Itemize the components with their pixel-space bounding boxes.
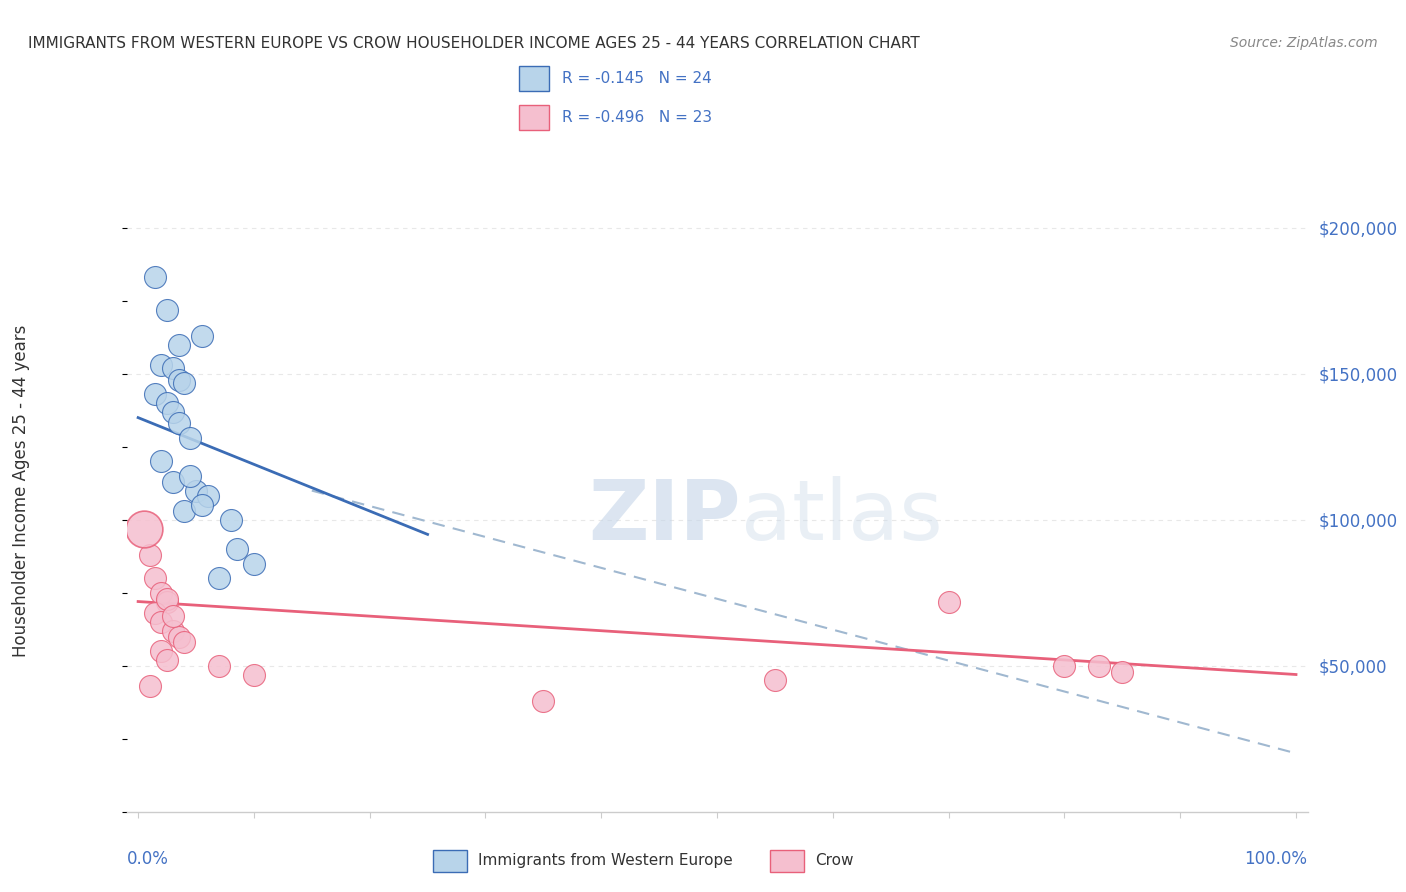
Text: IMMIGRANTS FROM WESTERN EUROPE VS CROW HOUSEHOLDER INCOME AGES 25 - 44 YEARS COR: IMMIGRANTS FROM WESTERN EUROPE VS CROW H… [28, 36, 920, 51]
Point [173, 504, 195, 518]
Point [184, 483, 207, 498]
Point [531, 694, 554, 708]
Point [145, 571, 167, 585]
Point [179, 469, 201, 483]
Point [150, 586, 173, 600]
Point [156, 653, 179, 667]
Point [150, 454, 173, 468]
Point [162, 405, 184, 419]
Point [167, 337, 190, 351]
Bar [519, 66, 550, 91]
Point [167, 373, 190, 387]
Point [145, 387, 167, 401]
Point [162, 361, 184, 376]
Point [173, 376, 195, 390]
Text: atlas: atlas [741, 475, 942, 557]
Text: R = -0.145   N = 24: R = -0.145 N = 24 [562, 71, 711, 86]
Point [179, 431, 201, 445]
Point [162, 624, 184, 638]
Bar [519, 105, 550, 130]
Point [225, 541, 247, 556]
Text: 100.0%: 100.0% [1244, 850, 1308, 868]
Point [150, 644, 173, 658]
Point [145, 270, 167, 285]
Point [1088, 658, 1111, 673]
Point [208, 658, 231, 673]
Point [156, 302, 179, 317]
Point [197, 490, 219, 504]
Point [138, 548, 160, 562]
Point [763, 673, 786, 688]
Point [208, 571, 231, 585]
Point [243, 557, 266, 571]
Text: Householder Income Ages 25 - 44 years: Householder Income Ages 25 - 44 years [13, 325, 30, 657]
Point [219, 513, 242, 527]
Point [1111, 665, 1133, 679]
Point [132, 522, 155, 536]
Point [191, 498, 214, 512]
Point [145, 606, 167, 620]
Text: Crow: Crow [815, 854, 853, 868]
Point [156, 396, 179, 410]
Point [173, 635, 195, 649]
Point [156, 591, 179, 606]
Point [167, 630, 190, 644]
Point [1053, 658, 1076, 673]
Text: Source: ZipAtlas.com: Source: ZipAtlas.com [1230, 36, 1378, 50]
Point [167, 417, 190, 431]
Point [938, 594, 960, 608]
Bar [433, 849, 467, 872]
Text: 0.0%: 0.0% [127, 850, 169, 868]
Point [162, 609, 184, 624]
Point [243, 667, 266, 681]
Text: R = -0.496   N = 23: R = -0.496 N = 23 [562, 111, 711, 125]
Text: Immigrants from Western Europe: Immigrants from Western Europe [478, 854, 733, 868]
Point [138, 679, 160, 693]
Point [150, 358, 173, 372]
Point [191, 329, 214, 343]
Point [150, 615, 173, 629]
Point [162, 475, 184, 489]
Point [156, 594, 179, 608]
Bar [770, 849, 804, 872]
Text: ZIP: ZIP [588, 475, 741, 557]
